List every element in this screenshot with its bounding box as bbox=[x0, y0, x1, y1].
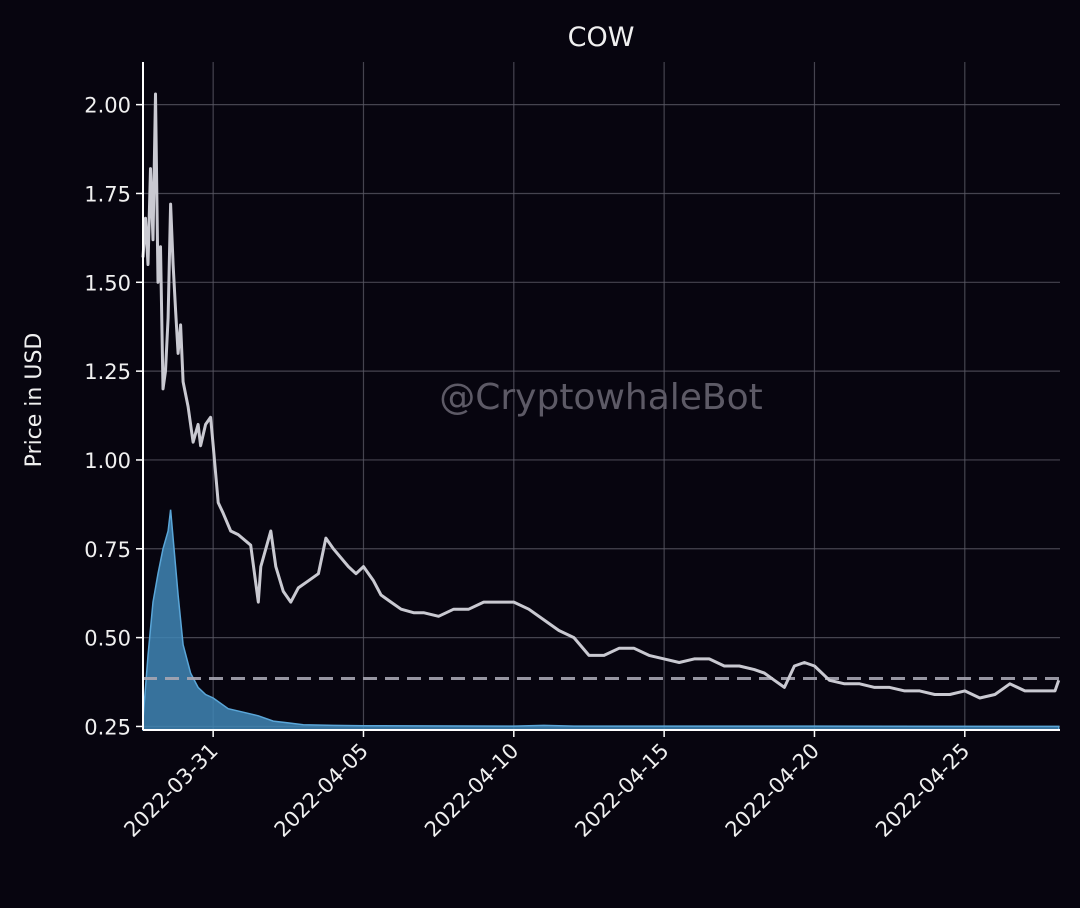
axes bbox=[136, 62, 1060, 737]
x-tick-labels: 2022-03-31 2022-04-05 2022-04-10 2022-04-15… bbox=[119, 739, 974, 842]
y-tick-label: 1.50 bbox=[84, 271, 131, 295]
y-tick-label: 1.75 bbox=[84, 182, 131, 206]
volume-area bbox=[142, 509, 1060, 731]
x-tick-label: 2022-04-10 bbox=[420, 739, 523, 842]
x-tick-label: 2022-04-20 bbox=[721, 739, 824, 842]
price-line bbox=[141, 92, 1061, 700]
x-tick-label: 2022-04-25 bbox=[871, 739, 974, 842]
y-tick-label: 0.25 bbox=[84, 715, 131, 739]
y-tick-label: 0.75 bbox=[84, 538, 131, 562]
y-tick-label: 2.00 bbox=[84, 94, 131, 118]
x-tick-label: 2022-04-05 bbox=[270, 739, 373, 842]
y-tick-label: 1.00 bbox=[84, 449, 131, 473]
y-tick-label: 1.25 bbox=[84, 360, 131, 384]
y-tick-labels: 0.25 0.50 0.75 1.00 1.25 1.50 1.75 2.00 bbox=[84, 94, 131, 740]
grid bbox=[143, 62, 1060, 730]
watermark: @CryptowhaleBot bbox=[439, 377, 763, 418]
x-tick-label: 2022-03-31 bbox=[119, 739, 222, 842]
y-axis-label: Price in USD bbox=[22, 333, 47, 468]
chart-title: COW bbox=[568, 22, 635, 53]
volume-area-layer bbox=[142, 509, 1060, 731]
y-tick-label: 0.50 bbox=[84, 627, 131, 651]
price-line-layer bbox=[141, 92, 1061, 700]
x-tick-label: 2022-04-15 bbox=[570, 739, 673, 842]
